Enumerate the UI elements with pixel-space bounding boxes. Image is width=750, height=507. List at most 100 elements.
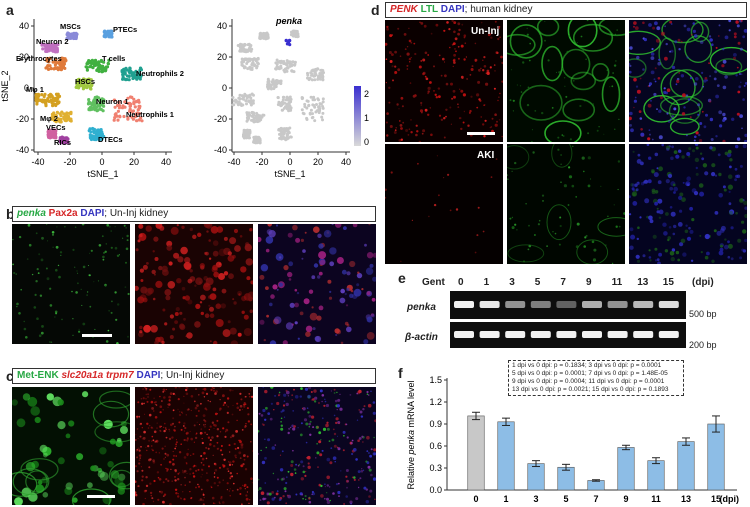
caption-d: PENK LTL DAPI; human kidney [385,2,747,18]
y-tick-label: 1.5 [429,375,442,385]
bar [497,421,515,491]
y-tick-label: 0.0 [429,485,442,495]
tsne-feature-points [231,29,325,145]
tsne-cluster-label: Neuron 2 [36,37,69,46]
x-tick-label: 9 [623,494,628,504]
gel-band [454,301,474,308]
tsne-cluster-label: T cells [102,54,125,63]
x-tick-label: 3 [533,494,538,504]
bar [677,441,695,491]
tsne-feature-point-high [284,39,288,43]
gel-band [658,331,679,338]
gel-marker-200: 200 bp [689,340,717,350]
tsne-cluster [112,95,144,123]
tsne-ytick: 40 [19,21,29,31]
y-tick-label: 0.9 [429,419,442,429]
gel-strip-penka [450,291,686,319]
caption-part: LTL [417,4,438,15]
gel-band [607,331,628,338]
tsne-feature-ytick: 20 [217,52,227,62]
tsne-feature-xtick: -40 [227,157,240,167]
y-tick-label: 0.6 [429,441,442,451]
bar [467,415,485,491]
tsne-feature-ytick: 0 [222,83,227,93]
gel-band [582,331,602,338]
caption-part: PENK [390,4,418,15]
gel-band [479,331,500,338]
y-tick-label: 1.2 [429,397,442,407]
tsne-cluster [120,66,143,82]
tsne-cluster-label: Neuron 1 [96,97,129,106]
gel-lane-label: 0 [458,277,464,288]
gel-band [530,301,551,308]
gel-lane-label: 15 [662,277,674,288]
tsne-cluster [102,29,114,39]
bar [527,463,545,491]
tsne-cluster [65,31,79,41]
tsne-xtick: -20 [63,157,76,167]
tsne-ytick: -20 [16,114,29,124]
x-tick-label: 1 [503,494,508,504]
tsne-xlabel: tSNE_1 [87,169,118,179]
panel-label-b: b [6,206,15,222]
caption-part: Pax2a [45,208,78,219]
tsne-xtick: 20 [129,157,139,167]
x-tick-label: 0 [473,494,478,504]
tsne-feature-xtick: 40 [341,157,351,167]
panel-label-d: d [371,2,380,18]
gel-lane-label: 3 [509,277,515,288]
tsne-cluster-label: Neutrophils 2 [136,69,184,78]
gel-row-label-actin: β-actin [405,332,438,343]
gel-lane-label: 7 [560,277,566,288]
tsne-cluster-label: Erythrocytes [16,54,62,63]
colorbar-tick-1: 1 [364,113,369,123]
gel-band [530,331,551,338]
tsne-feature-xlabel: tSNE_1 [274,169,305,179]
caption-c: Met-ENK slc20a1a trpm7 DAPI; Un-Inj kidn… [12,368,376,384]
tsne-feature-ytick: -20 [214,114,227,124]
scale-bar [87,495,115,498]
condition-label-uninj: Un-Inj [471,26,500,37]
gel-band [633,301,654,308]
micrograph-b-penka [12,224,130,344]
x-tick-label: 5 [563,494,568,504]
x-unit-label: (dpi) [720,494,740,504]
panel-label-c: c [6,368,14,384]
tsne-cluster [84,58,111,74]
caption-part: DAPI [77,208,105,219]
tsne-cluster-label: Neutrophils 1 [126,110,174,119]
tsne-cluster [34,92,62,108]
gel-band [556,331,577,338]
gel-marker-500: 500 bp [689,309,717,319]
chart-ylabel: Relative penka mRNA level [406,380,416,489]
caption-part: ; Un-Inj kidney [104,208,169,219]
tsne-cluster [46,128,58,140]
gel-strip-actin [450,322,686,348]
x-tick-label: 15 [711,494,721,504]
micrograph-d-aki-penk: AKI [385,144,503,264]
caption-b: penka Pax2a DAPI; Un-Inj kidney [12,206,376,222]
caption-part: DAPI [133,370,161,381]
stats-box: 1 dpi vs 0 dpi: p = 0.1834; 3 dpi vs 0 d… [508,360,684,396]
tsne-ytick: 20 [19,52,29,62]
gel-band [505,331,526,338]
panel-label-e: e [398,270,406,286]
scale-bar [467,132,495,135]
y-tick-label: 0.3 [429,463,442,473]
gel-lane-label: 11 [611,277,623,288]
micrograph-b-pax2a [135,224,253,344]
caption-part: ; Un-Inj kidney [160,370,225,381]
gel-band [505,301,526,308]
gel-band [454,331,474,338]
gel-lane-label: 13 [637,277,649,288]
tsne-ylabel: tSNE_2 [0,70,10,101]
panel-label-a: a [6,2,14,18]
tsne-feature-plot: -40 -20 0 20 40 40 20 0 -20 -40 tSNE_1 penka 2 1… [214,16,369,179]
colorbar-tick-0: 0 [364,137,369,147]
caption-part: penka [17,208,46,219]
stats-line: 1 dpi vs 0 dpi: p = 0.1834; 3 dpi vs 0 d… [512,362,662,369]
tsne-cluster [44,56,68,72]
tsne-cluster [58,135,70,145]
tsne-ytick: 0 [24,83,29,93]
gel-lane-label: 5 [534,277,541,288]
